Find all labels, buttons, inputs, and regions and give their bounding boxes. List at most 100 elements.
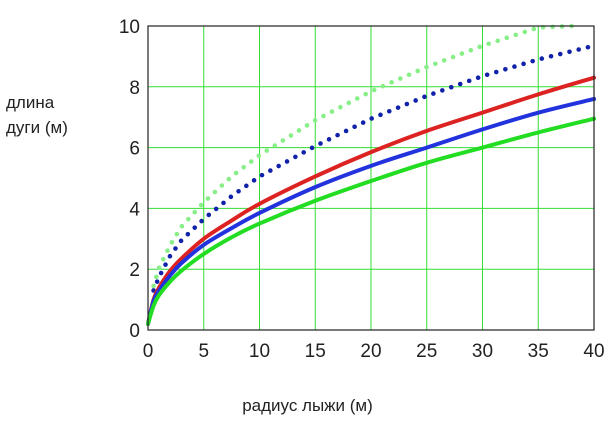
series-1-dot [395, 105, 401, 110]
series-0-dot [495, 38, 501, 44]
series-1-dot [206, 212, 212, 218]
series-1-dot [309, 145, 315, 151]
series-1-dot [192, 225, 198, 230]
y-tick-label-5: 10 [119, 17, 140, 38]
series-1-dot [352, 124, 357, 130]
y-tick-label-3: 6 [129, 139, 140, 160]
series-0-dot [398, 76, 403, 81]
series-0-dot [205, 196, 211, 201]
series-1-dot [585, 44, 591, 50]
series-0-dot [241, 164, 246, 170]
series-1-dot [404, 101, 410, 107]
series-0-dotted [151, 23, 574, 289]
y-axis-title-line-2: дуги (м) [6, 118, 68, 137]
series-1-dot [448, 84, 454, 90]
x-tick-label-7: 35 [528, 341, 549, 362]
tick-labels: 0 5 10 15 20 25 30 35 40 0 2 4 6 8 10 [119, 17, 605, 362]
series-0-dot [226, 176, 232, 182]
series-0-dot [165, 248, 170, 253]
series-0-dot [504, 35, 510, 41]
series-0-dot [256, 153, 262, 159]
x-tick-label-1: 5 [198, 341, 209, 362]
series-0-dot [338, 104, 343, 110]
series-1-dot [199, 218, 204, 224]
series-0-dot [174, 231, 180, 237]
series-0-dot [531, 26, 537, 32]
series-0-dot [522, 29, 528, 35]
series-1-dot [276, 163, 281, 169]
series-0-dot [160, 256, 166, 262]
series-1-dot [413, 98, 418, 103]
series-0-dot [513, 32, 519, 38]
series-0-dot [192, 209, 198, 215]
series-0-dot [169, 239, 175, 245]
series-0-dot [156, 265, 162, 271]
series-1-dot [360, 120, 366, 125]
series-1-dot [185, 231, 191, 237]
series-1-dot [251, 178, 257, 183]
series-0-dot [264, 148, 270, 153]
series-1-dot [503, 67, 508, 72]
series-1-dot [539, 56, 545, 61]
series-0-dot [354, 96, 360, 101]
series-1-dot [548, 54, 554, 59]
series-0-dot [441, 58, 447, 63]
x-axis-title: радиус лыжи (м) [242, 396, 373, 415]
x-tick-label-2: 10 [249, 341, 270, 362]
y-axis-title: длина дуги (м) [6, 90, 68, 140]
series-1-dot [173, 246, 178, 251]
series-0-dot [304, 123, 310, 128]
series-1-dot [301, 150, 307, 155]
series-1-dot [431, 91, 436, 96]
series-1-dot [422, 94, 427, 100]
series-1-dot [158, 270, 164, 276]
series-1-dot [163, 262, 168, 267]
series-1-dot [530, 58, 535, 64]
series-4-line [146, 116, 596, 326]
series-0-dot [477, 44, 483, 50]
series-0-dot [248, 159, 254, 164]
series-1-dot [244, 183, 249, 189]
series-1-dot [521, 61, 526, 67]
x-tick-label-0: 0 [143, 341, 154, 362]
series-0-dot [296, 128, 302, 133]
series-1-dot [178, 238, 184, 244]
series-0-dot [154, 274, 159, 280]
series-1-dot [154, 279, 160, 284]
series-1-dotted [151, 44, 591, 293]
series-0-dot [186, 216, 191, 222]
series-0-dot [219, 183, 225, 188]
series-1-dot [236, 189, 241, 194]
series-1-dot [466, 78, 472, 84]
x-tick-label-4: 20 [360, 341, 381, 362]
y-tick-label-4: 8 [129, 78, 140, 99]
series-group [146, 23, 596, 326]
x-tick-label-5: 25 [416, 341, 437, 362]
series-1-dot [293, 154, 298, 160]
series-1-dot [493, 69, 499, 75]
series-0-dot [288, 133, 294, 138]
series-1-dot [512, 64, 517, 69]
series-1-dot [369, 116, 374, 121]
series-0-dot [424, 64, 429, 70]
y-tick-label-0: 0 [129, 321, 140, 342]
grid [147, 25, 595, 331]
series-0-dot [468, 47, 474, 53]
series-0-dot [389, 80, 394, 85]
x-tick-label-3: 15 [305, 341, 326, 362]
series-1-dot [335, 132, 340, 138]
x-tick-label-6: 30 [472, 341, 493, 362]
series-1-dot [484, 72, 490, 78]
series-0-dot [550, 24, 555, 30]
series-1-dot [259, 172, 265, 178]
series-1-dot [567, 49, 572, 55]
series-1-dot [378, 112, 383, 118]
series-0-dot [433, 61, 438, 67]
series-0-dot [233, 170, 239, 176]
series-0-dot [212, 189, 218, 195]
series-0-dot [371, 87, 377, 93]
y-axis-title-line-1: длина [6, 93, 55, 112]
series-0-dot [151, 283, 156, 289]
